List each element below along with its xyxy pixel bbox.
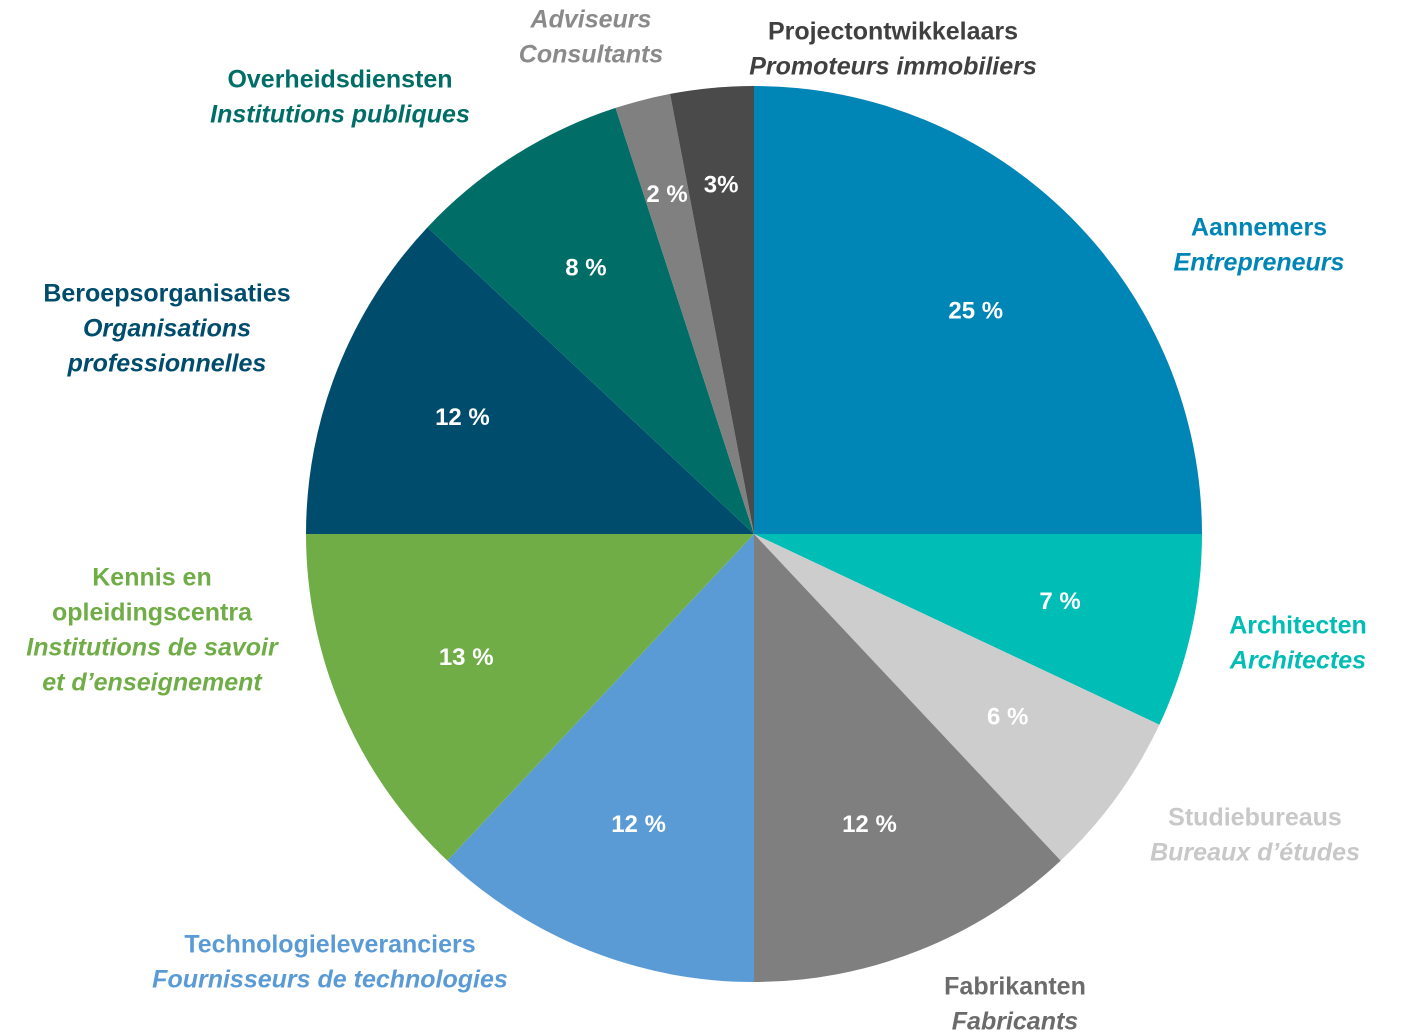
category-label: Aannemers <box>1191 214 1327 242</box>
category-label: Promoteurs immobiliers <box>749 53 1037 81</box>
category-label: Institutions de savoir <box>26 634 279 662</box>
category-label: Projectontwikkelaars <box>768 18 1018 46</box>
pie-slice <box>754 534 1202 725</box>
value-label: 13 % <box>439 644 494 671</box>
category-label: professionnelles <box>67 350 267 378</box>
pie-slice <box>306 534 754 861</box>
pie-slice <box>306 227 754 535</box>
category-label: et d’enseignement <box>42 669 263 697</box>
category-label: Architecten <box>1229 612 1367 640</box>
value-label: 12 % <box>842 811 897 838</box>
value-label: 6 % <box>987 704 1028 731</box>
category-label: Beroepsorganisaties <box>43 280 290 308</box>
category-label: Bureaux d’études <box>1150 839 1360 867</box>
category-label: Architectes <box>1229 647 1366 675</box>
category-label: Entrepreneurs <box>1174 249 1345 277</box>
pie-slice <box>670 86 754 534</box>
category-label: Organisations <box>83 315 251 343</box>
value-label: 7 % <box>1039 588 1080 615</box>
category-label: Consultants <box>519 41 664 69</box>
value-label: 25 % <box>948 298 1003 325</box>
category-label: opleidingscentra <box>52 599 253 627</box>
pie-slice <box>754 534 1160 861</box>
category-label: Kennis en <box>92 564 211 592</box>
pie-slice <box>754 86 1202 534</box>
category-label: Technologieleveranciers <box>184 931 475 959</box>
category-label: Fabrikanten <box>944 973 1086 1001</box>
pie-slice <box>615 93 754 535</box>
category-label: Overheidsdiensten <box>227 66 452 94</box>
category-label: Fabricants <box>952 1008 1079 1034</box>
value-label: 3% <box>704 171 739 198</box>
category-label: Fournisseurs de technologies <box>152 966 508 994</box>
pie-slice <box>447 534 754 982</box>
category-label: Studiebureaus <box>1168 804 1342 832</box>
value-label: 12 % <box>611 811 666 838</box>
value-label: 8 % <box>565 255 606 282</box>
value-label: 12 % <box>435 404 490 431</box>
pie-slice <box>754 534 1061 982</box>
value-label: 2 % <box>646 181 687 208</box>
pie-slice <box>427 107 754 534</box>
category-label: Institutions publiques <box>210 101 470 129</box>
category-label: Adviseurs <box>530 6 652 34</box>
